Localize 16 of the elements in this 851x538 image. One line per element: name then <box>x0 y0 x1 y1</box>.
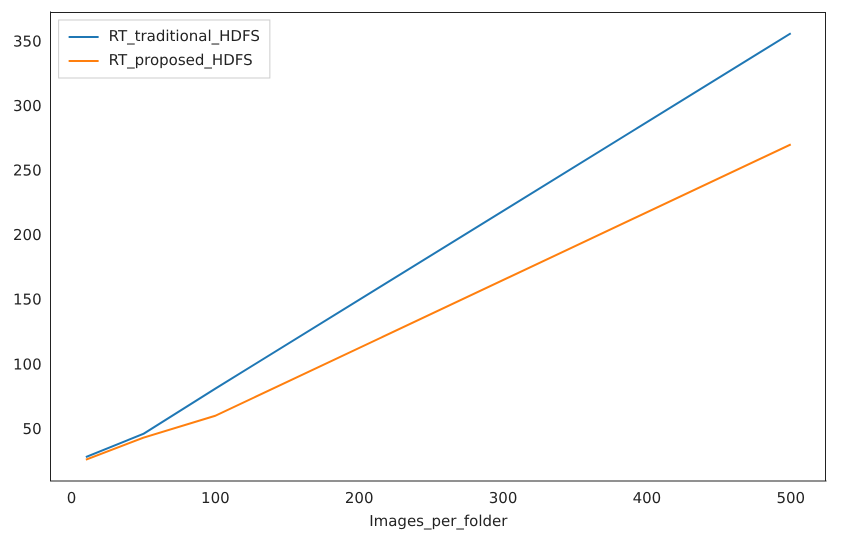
x-tick-label: 500 <box>776 488 806 507</box>
x-tick-label: 200 <box>344 488 374 507</box>
y-tick-label: 50 <box>22 420 42 438</box>
legend-label: RT_traditional_HDFS <box>108 26 260 45</box>
x-tick-label: 0 <box>66 488 76 507</box>
y-tick-label: 200 <box>12 226 42 244</box>
legend-label: RT_proposed_HDFS <box>108 50 253 69</box>
y-tick-label: 100 <box>12 355 42 374</box>
x-tick-label: 100 <box>201 488 230 507</box>
x-tick-label: 300 <box>488 488 518 507</box>
y-tick-label: 150 <box>12 290 42 309</box>
y-tick-label: 350 <box>12 32 42 50</box>
y-tick-label: 250 <box>12 161 42 180</box>
x-tick-label: 400 <box>632 488 662 507</box>
y-tick-label: 300 <box>12 96 42 115</box>
x-axis-title: Images_per_folder <box>369 512 508 530</box>
